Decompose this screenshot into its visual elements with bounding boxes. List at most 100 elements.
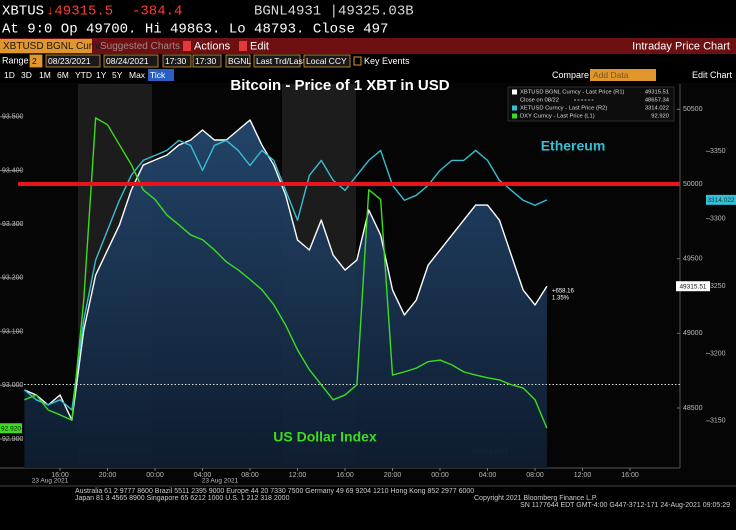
range-field[interactable] [29, 54, 43, 68]
period-button[interactable]: Max [129, 70, 146, 80]
add-data[interactable]: Add Data [593, 70, 629, 80]
range-field[interactable] [303, 54, 351, 68]
axis-tick-label: 93.500 [2, 114, 24, 121]
security[interactable]: XBTUSD BGNL Curnc [3, 41, 103, 52]
actions-icon [183, 41, 191, 51]
date-label: 23 Aug 2021 [32, 478, 69, 485]
view-name: Intraday Price Chart [632, 40, 730, 52]
change: -384.4 [132, 4, 182, 20]
range-field[interactable] [225, 54, 251, 68]
price: ↓49315.5 [46, 4, 113, 20]
annotation: Ethereum [541, 138, 606, 154]
legend-box [507, 86, 675, 122]
x-tick-label: 08:00 [526, 472, 544, 479]
range-field[interactable] [103, 54, 159, 68]
range-value[interactable]: Local CCY [306, 56, 347, 66]
period-button[interactable]: 3D [21, 70, 32, 80]
x-tick-label: 08:00 [241, 472, 259, 479]
range-value[interactable]: 08/24/2021 [106, 56, 149, 66]
axis-tick-label: 92.900 [2, 436, 24, 443]
x-tick-label: 00:00 [431, 472, 449, 479]
last-value-label: 92.920 [1, 425, 21, 432]
actions[interactable]: Actions [194, 40, 231, 52]
legend-swatch [512, 113, 517, 119]
x-tick-label: 12:00 [289, 472, 307, 479]
x-tick-label: 20:00 [384, 472, 402, 479]
legend-swatch [512, 89, 517, 95]
legend-swatch [512, 105, 517, 111]
legend-value: 49315.51 [645, 90, 669, 96]
series-line [23, 139, 548, 411]
axis-tick-label: 93.000 [2, 382, 24, 389]
axis-tick-label: 50000 [683, 181, 703, 188]
series-area [24, 119, 547, 469]
range-value[interactable]: 17:30 [165, 56, 187, 66]
axis-tick-label: 3200 [710, 350, 726, 357]
x-tick-label: 20:00 [99, 472, 117, 479]
legend-value: 48657.34 [645, 98, 670, 104]
range-field[interactable] [162, 54, 192, 68]
period-button[interactable]: 6M [57, 70, 69, 80]
footer-text: SN 1177644 EDT GMT-4:00 G447-3712-171 24… [520, 502, 730, 509]
ticker: XBTUS [2, 4, 44, 20]
footer-text: Australia 61 2 9777 8600 Brazil 5511 239… [75, 488, 474, 495]
period-button[interactable]: 1D [4, 70, 15, 80]
x-tick-label: 12:00 [574, 472, 592, 479]
axis-tick-label: 93.100 [2, 328, 24, 335]
change-label: 1.35% [552, 296, 570, 302]
period-button[interactable]: 5Y [112, 70, 123, 80]
change-label: +658.16 [552, 289, 575, 295]
key-events[interactable]: Key Events [364, 56, 410, 66]
x-tick-label: 16:00 [336, 472, 354, 479]
range-value[interactable]: 17:30 [195, 56, 217, 66]
axis-tick-label: 3250 [710, 283, 726, 290]
range-field[interactable] [45, 54, 101, 68]
add-data-box[interactable] [590, 69, 656, 81]
period-button[interactable]: YTD [75, 70, 92, 80]
axis-tick-label: 3350 [710, 148, 726, 155]
range-value[interactable]: 08/23/2021 [48, 56, 91, 66]
last-value-tag [0, 423, 22, 434]
date-label: 23 Aug 2021 [202, 478, 239, 485]
legend-value: 92.920 [651, 114, 669, 120]
annotation: US Dollar Index [273, 429, 377, 445]
legend-label: XBTUSD BGNL Curncy - Last Price (R1) [520, 90, 625, 96]
axis-tick-label: 93.200 [2, 275, 24, 282]
x-tick-label: 16:00 [621, 472, 639, 479]
series-line [24, 119, 548, 421]
events-check[interactable] [353, 56, 362, 66]
last-value-label: 49315.51 [679, 283, 706, 290]
legend-value: 3314.022 [645, 106, 669, 112]
range-field[interactable] [253, 54, 301, 68]
range-value[interactable]: BGNL [228, 56, 251, 66]
source: BGNL4931 |49325.03B [254, 4, 414, 20]
quote: At 9:0 Op 49700. Hi 49863. Lo 48793. Clo… [2, 22, 388, 38]
period-button[interactable]: 1M [39, 70, 51, 80]
period-active[interactable] [148, 69, 174, 81]
range-field[interactable] [192, 54, 222, 68]
axis-tick-label: 50500 [683, 106, 703, 113]
axis-tick-label: 49500 [683, 256, 703, 263]
suggested[interactable]: Suggested Charts [100, 41, 180, 52]
edit-icon [239, 41, 247, 51]
axis-tick-label: 48500 [683, 405, 703, 412]
chart-title: Bitcoin - Price of 1 XBT in USD [230, 77, 449, 94]
legend-label: Close on 08/22 [520, 98, 559, 104]
compare[interactable]: Compare [552, 70, 589, 80]
x-tick-label: 16:00 [51, 472, 69, 479]
last-value-label: 3314.022 [707, 197, 734, 204]
axis-tick-label: 3150 [710, 418, 726, 425]
edit-chart[interactable]: Edit Chart [692, 70, 733, 80]
edit[interactable]: Edit [250, 40, 269, 52]
range-value[interactable]: 2 [32, 56, 37, 66]
range-value[interactable]: Last Trd/Last P [256, 56, 313, 66]
range-label: Range [2, 55, 29, 65]
axis-tick-label: 93.300 [2, 221, 24, 228]
legend-label: DXY Curncy - Last Price (L1) [520, 114, 595, 120]
legend-label: XETUSD Curncy - Last Price (R2) [520, 106, 607, 112]
x-tick-label: 00:00 [146, 472, 164, 479]
period-button[interactable]: 1Y [96, 70, 107, 80]
period-button[interactable]: Tick [150, 70, 166, 80]
axis-tick-label: 3300 [710, 216, 726, 223]
security-box[interactable] [0, 39, 92, 53]
